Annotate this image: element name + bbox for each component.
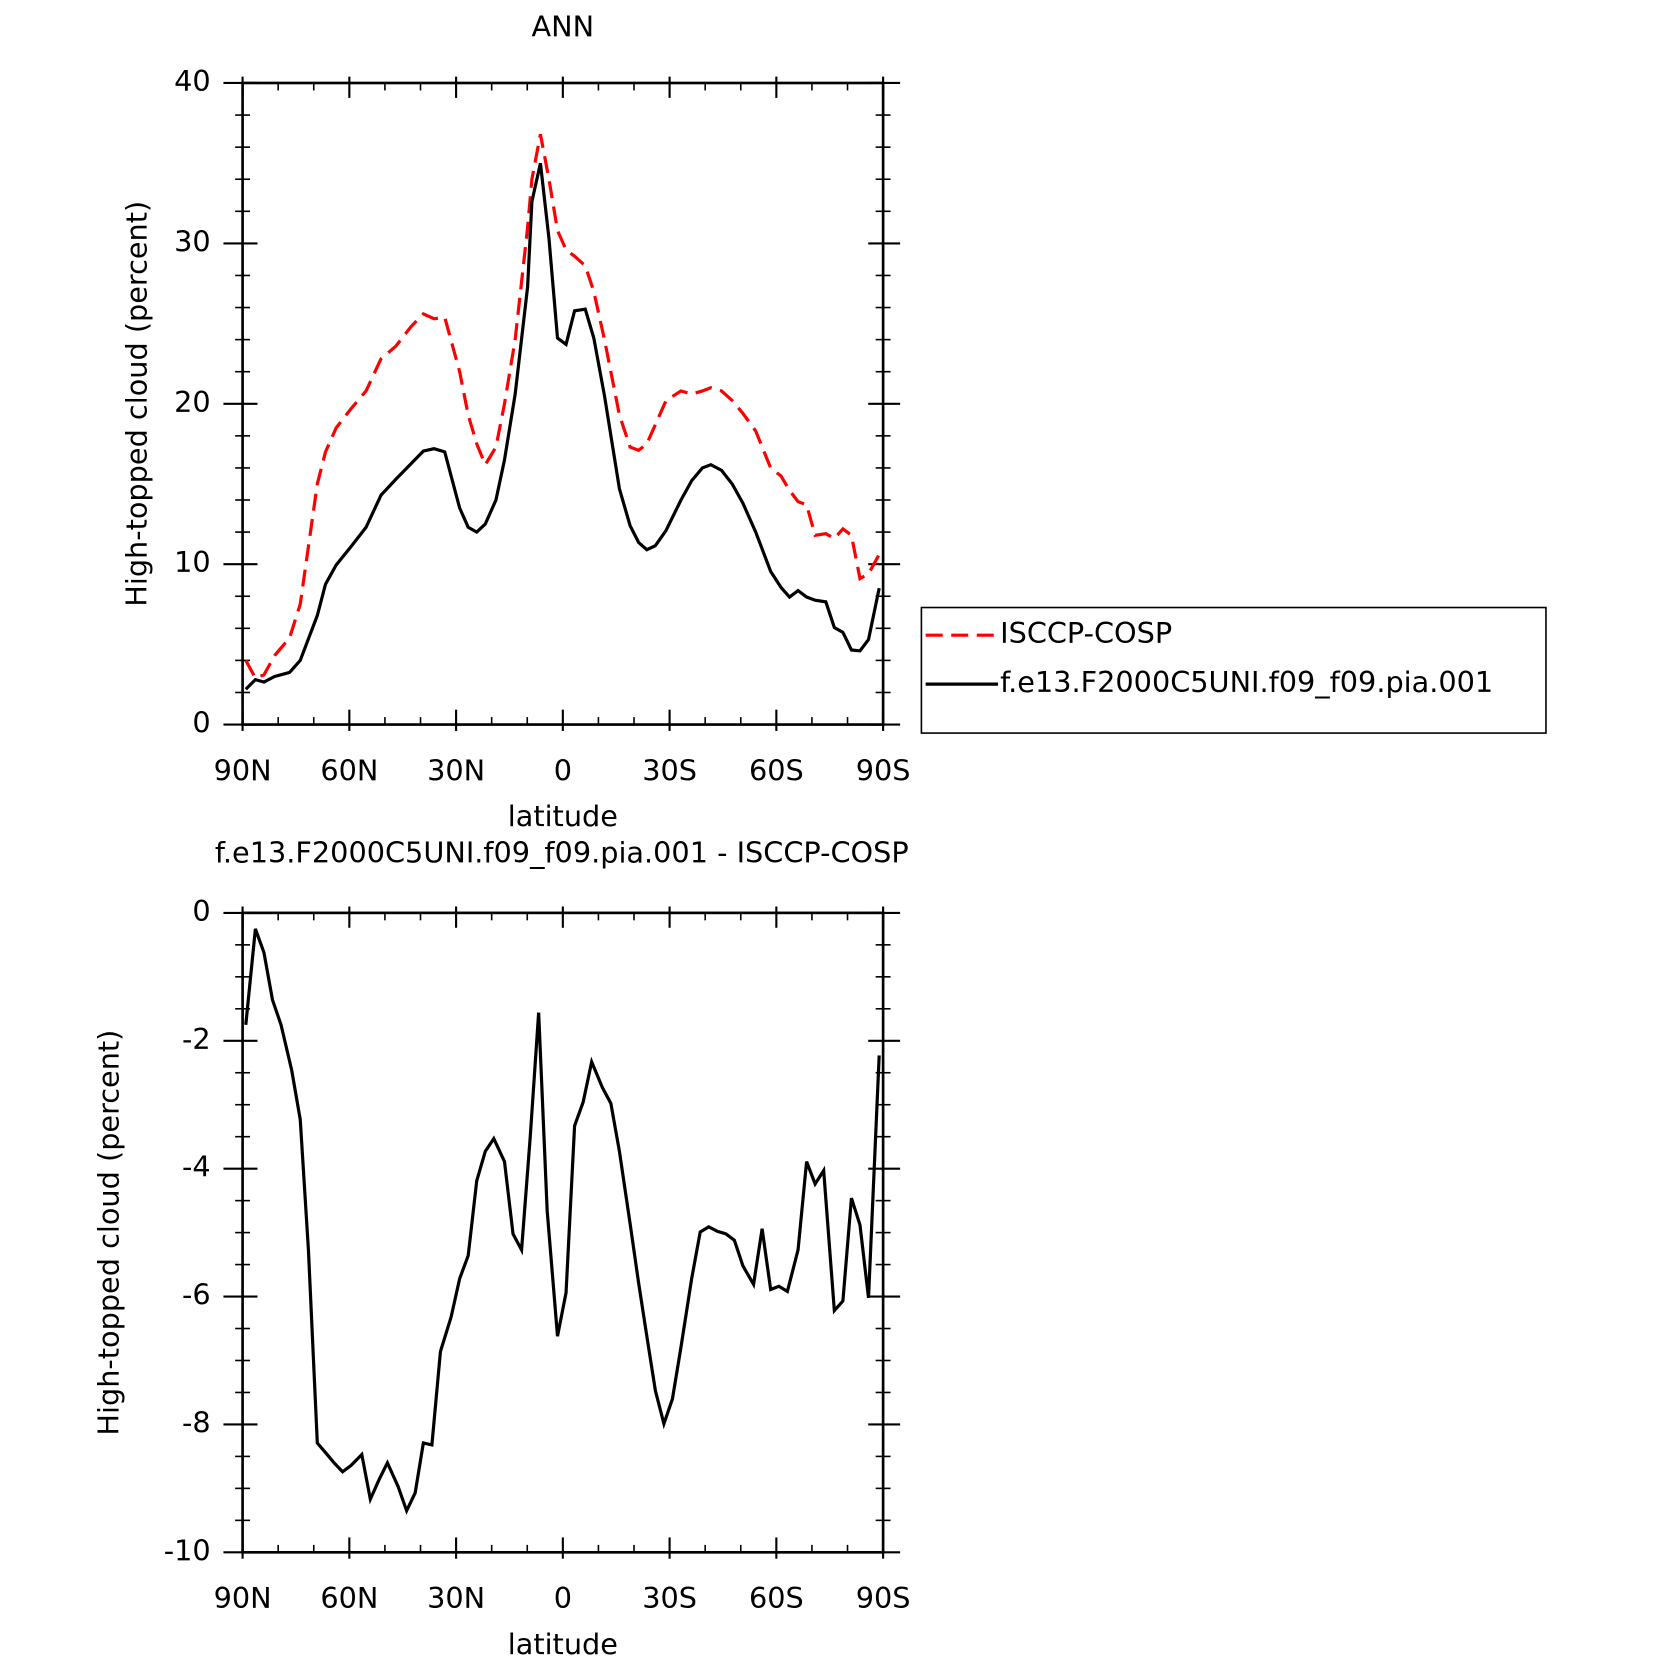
y-axis-label: High-topped cloud (percent) — [119, 201, 153, 607]
plot-frame — [241, 81, 885, 726]
y-axis-label: High-topped cloud (percent) — [92, 1030, 126, 1436]
x-tick-label: 30S — [642, 1581, 697, 1615]
y-tick-label: -6 — [182, 1278, 211, 1312]
y-tick-label: 0 — [192, 706, 210, 740]
x-tick-label: 60N — [320, 1581, 378, 1615]
y-tick-label: 30 — [174, 224, 211, 258]
y-tick-label: 20 — [174, 385, 211, 419]
y-tick-label: 10 — [174, 545, 211, 579]
data-line — [244, 134, 881, 681]
y-tick-label: -4 — [182, 1150, 211, 1184]
chart-title: f.e13.F2000C5UNI.f09_f09.pia.001 - ISCCP… — [215, 835, 909, 869]
legend-label: ISCCP-COSP — [1000, 616, 1172, 650]
x-tick-label: 0 — [554, 753, 572, 787]
x-tick-label: 90S — [856, 1581, 911, 1615]
x-tick-label: 30S — [642, 753, 697, 787]
y-tick-label: -10 — [164, 1533, 211, 1567]
x-tick-label: 30N — [427, 1581, 485, 1615]
x-axis-label: latitude — [508, 1627, 618, 1661]
y-tick-label: 0 — [192, 894, 210, 928]
legend-label: f.e13.F2000C5UNI.f09_f09.pia.001 — [1000, 665, 1493, 699]
x-tick-label: 0 — [554, 1581, 572, 1615]
data-line — [244, 928, 881, 1515]
y-tick-label: -8 — [182, 1405, 211, 1439]
x-tick-label: 60N — [320, 753, 378, 787]
x-tick-label: 60S — [749, 753, 804, 787]
x-tick-label: 60S — [749, 1581, 804, 1615]
x-tick-label: 90S — [856, 753, 911, 787]
y-tick-label: 40 — [174, 64, 211, 98]
data-line — [244, 162, 881, 691]
legend-box — [920, 606, 1547, 734]
x-tick-label: 30N — [427, 753, 485, 787]
x-axis-label: latitude — [508, 799, 618, 833]
chart-title: ANN — [532, 10, 595, 44]
plot-frame — [241, 911, 885, 1554]
x-tick-label: 90N — [214, 753, 272, 787]
y-tick-label: -2 — [182, 1022, 211, 1056]
x-tick-label: 90N — [214, 1581, 272, 1615]
